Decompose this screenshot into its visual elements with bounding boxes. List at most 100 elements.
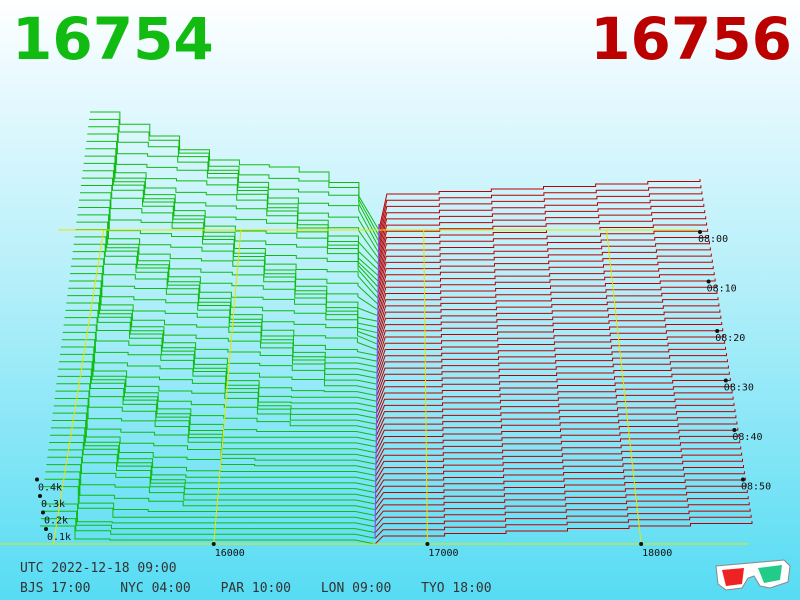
ask-depth-line [374,514,752,539]
ask-depth-line [375,477,746,505]
ask-depth-line [374,521,753,545]
bid-depth-line [86,140,380,254]
bid-depth-line [60,353,377,419]
ask-depth-line [375,409,736,442]
ask-depth-line [375,421,738,453]
ask-depth-line [375,402,735,436]
depth-layers [40,111,753,545]
ask-depth-line [378,210,706,259]
tz-lon: LON 09:00 [320,581,392,596]
ask-depth-line [377,222,708,271]
ask-depth-line [375,452,743,482]
ask-depth-line [374,496,749,522]
ask-depth-line [375,433,740,465]
ask-depth-line [377,278,716,322]
ask-depth-line [377,228,709,276]
x-tick-label: 17000 [428,548,458,559]
ask-depth-line [376,353,727,391]
ask-depth-line [376,365,729,402]
y-tick-dot [41,510,45,515]
ask-depth-line [375,427,739,459]
y-tick-dot [44,527,48,531]
bid-depth-line [82,170,379,277]
ask-depth-line [376,359,728,396]
chart-grid [0,229,748,545]
ask-depth-line [374,502,750,528]
bid-depth-line [58,368,377,431]
mid-price-line [374,223,380,538]
time-tick-dot [732,428,737,432]
timezone-row: BJS 17:00 NYC 04:00 PAR 10:00 LON 09:00 … [20,581,514,596]
ask-depth-line [375,483,747,510]
ask-depth-line [377,303,720,345]
grid-price-line [213,229,242,545]
3d-glasses-icon[interactable] [712,556,794,592]
time-tick-label: 08:30 [724,383,754,394]
bid-depth-line [88,126,380,242]
bid-depth-line [40,525,376,545]
bid-depth-line [56,383,377,442]
time-tick-label: 08:10 [707,284,737,295]
ask-depth-line [378,216,707,265]
ask-depth-line [377,235,709,282]
x-tick-dot [639,542,644,546]
time-tick-dot [723,378,728,383]
y-tick-label: 0.2k [44,516,68,527]
ask-depth-line [377,247,711,293]
ask-depth-line [378,197,704,248]
ask-depth-line [376,396,734,431]
tz-tyo: TYO 18:00 [421,581,492,596]
y-tick-label: 0.4k [38,483,62,494]
bid-depth-line [78,206,379,305]
ask-depth-line [378,191,703,242]
bid-depth-line [47,456,376,499]
bid-depth-line [43,486,376,522]
bid-depth-line [80,192,379,294]
bid-depth-line [72,251,378,339]
ask-depth-line [375,415,737,448]
time-tick-label: 08:50 [741,482,771,493]
bid-depth-line [60,346,377,414]
chart-axes: 16000 17000 18000 0.1k 0.2k 0.3k 0.4k 08:00 08:1… [35,230,771,559]
ask-depth-line [376,328,724,368]
bid-depth-line [85,148,380,259]
ask-depth-line [377,297,719,339]
x-tick-label: 16000 [215,548,245,559]
ask-depth-line [378,203,705,253]
ask-depth-line [377,284,717,328]
ask-depth-line [376,390,733,425]
time-tick-label: 08:20 [715,333,745,344]
time-tick-label: 08:00 [698,234,728,245]
ask-depth-line [378,179,701,231]
bid-depth-line [62,331,377,402]
bid-depth-line [53,405,377,459]
bid-depth-line [68,287,378,368]
bid-depth-line [52,412,377,465]
time-tick-label: 08:40 [732,432,762,443]
ask-depth-line [376,309,721,351]
tz-nyc: NYC 04:00 [120,581,191,596]
time-tick-dot [706,279,711,284]
y-tick-dot [35,477,39,482]
ask-depth-line [375,471,745,499]
bid-depth-line [75,229,378,322]
y-tick-label: 0.1k [47,532,71,543]
bid-depth-line [49,442,376,488]
x-tick-dot [425,542,430,546]
bid-depth-line [44,478,376,516]
ask-depth-line [377,290,718,333]
ask-depth-line [376,378,731,413]
bid-depth-line [57,375,377,436]
bid-depth-line [40,518,376,539]
bid-depth-line [64,317,378,391]
ask-depth-line [377,272,715,316]
bid-depth-line [46,464,376,505]
ask-depth-line [376,346,726,385]
bid-depth-line [65,309,378,385]
bid-depth-line [70,273,378,357]
bid-depth-line [90,111,380,231]
bid-price: 16754 [12,5,214,73]
ask-depth-line [375,458,743,488]
bid-depth-line [50,427,376,476]
